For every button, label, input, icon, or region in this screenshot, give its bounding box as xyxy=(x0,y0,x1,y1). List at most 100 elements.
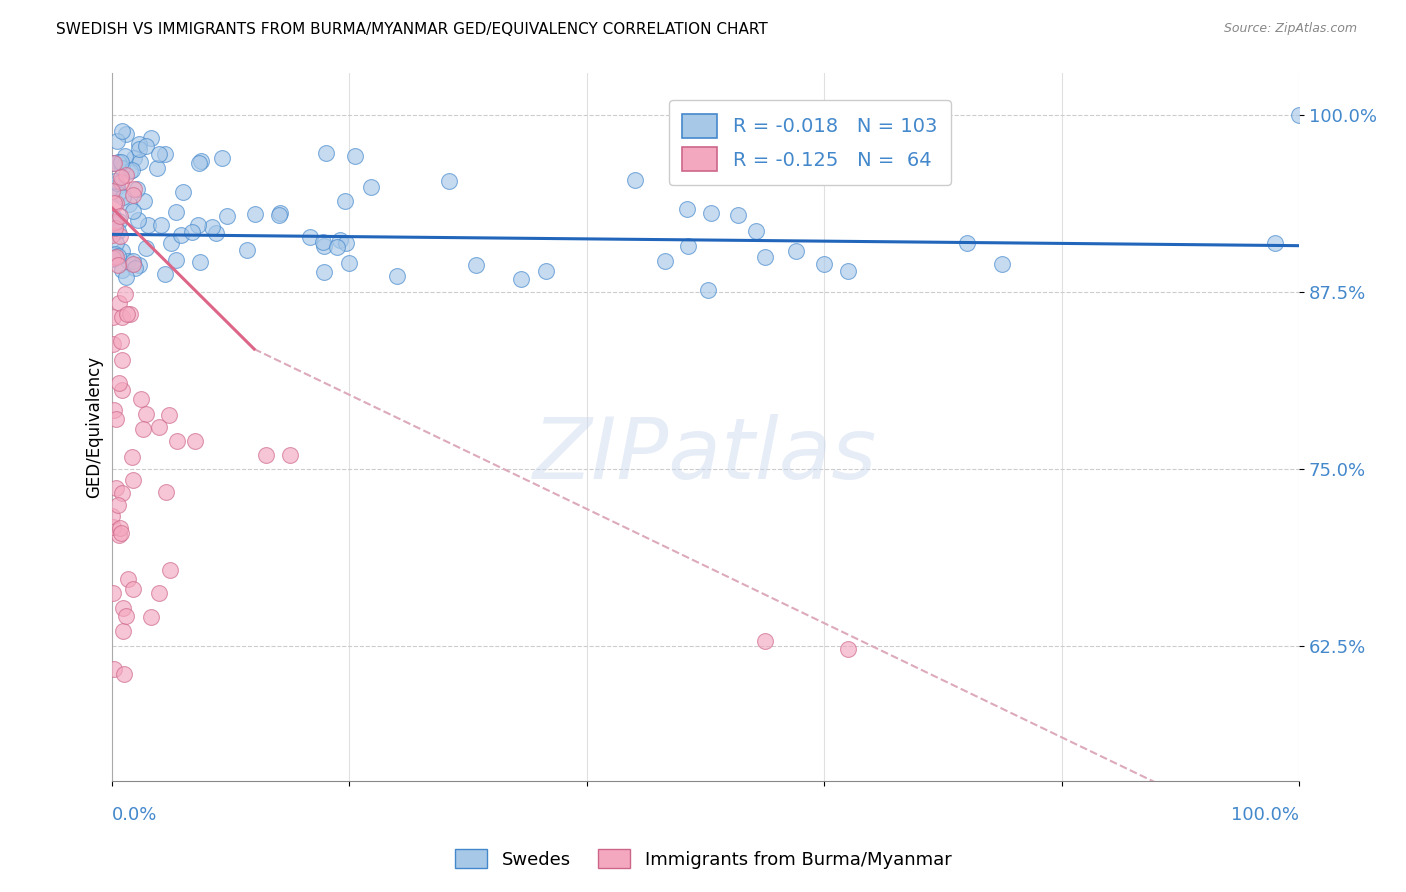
Point xyxy=(121,450,143,465)
Point xyxy=(105,412,128,426)
Point xyxy=(103,196,125,211)
Point xyxy=(1264,235,1286,250)
Point xyxy=(107,258,129,272)
Point xyxy=(149,218,172,232)
Point xyxy=(122,582,145,596)
Point xyxy=(111,244,134,259)
Point xyxy=(754,633,776,648)
Point xyxy=(128,142,150,156)
Point xyxy=(509,271,531,285)
Point xyxy=(124,260,146,275)
Point xyxy=(837,264,859,278)
Point xyxy=(105,134,128,148)
Point xyxy=(108,376,131,390)
Point xyxy=(676,202,699,217)
Point xyxy=(132,194,155,209)
Legend: R = -0.018   N = 103, R = -0.125   N =  64: R = -0.018 N = 103, R = -0.125 N = 64 xyxy=(669,101,950,185)
Point xyxy=(387,268,409,283)
Point xyxy=(103,220,125,235)
Point xyxy=(215,209,238,223)
Point xyxy=(111,383,134,397)
Point xyxy=(236,243,259,257)
Point xyxy=(111,352,134,367)
Point xyxy=(700,206,723,220)
Point xyxy=(335,194,357,208)
Point xyxy=(312,239,335,253)
Point xyxy=(187,218,209,232)
Point xyxy=(159,563,181,577)
Point xyxy=(107,249,129,263)
Point xyxy=(107,155,129,169)
Point xyxy=(104,174,127,188)
Point xyxy=(112,601,135,615)
Point xyxy=(188,255,211,269)
Point xyxy=(153,146,176,161)
Point xyxy=(170,228,193,243)
Point xyxy=(122,188,145,202)
Point xyxy=(122,203,145,218)
Point xyxy=(269,208,291,222)
Point xyxy=(172,185,194,199)
Point xyxy=(110,228,132,243)
Point xyxy=(201,220,224,235)
Point xyxy=(103,217,125,231)
Point xyxy=(105,179,128,194)
Text: ZIPatlas: ZIPatlas xyxy=(533,414,877,497)
Point xyxy=(118,164,141,178)
Point xyxy=(115,169,138,183)
Point xyxy=(110,526,132,541)
Point xyxy=(254,448,277,462)
Y-axis label: GED/Equivalency: GED/Equivalency xyxy=(86,356,103,498)
Point xyxy=(110,155,132,169)
Point xyxy=(135,407,157,421)
Point xyxy=(108,521,131,535)
Point xyxy=(107,187,129,202)
Point xyxy=(165,205,187,219)
Point xyxy=(956,235,979,250)
Point xyxy=(114,270,136,285)
Point xyxy=(131,392,153,406)
Point xyxy=(103,662,125,676)
Point xyxy=(121,256,143,270)
Point xyxy=(104,481,127,495)
Point xyxy=(117,253,139,268)
Point xyxy=(111,624,134,638)
Point xyxy=(122,253,145,268)
Legend: Swedes, Immigrants from Burma/Myanmar: Swedes, Immigrants from Burma/Myanmar xyxy=(447,841,959,876)
Point xyxy=(312,235,335,249)
Point xyxy=(103,403,125,417)
Point xyxy=(329,233,352,247)
Point xyxy=(727,208,749,222)
Point xyxy=(128,137,150,152)
Point xyxy=(111,161,134,175)
Point xyxy=(111,190,134,204)
Point xyxy=(117,573,139,587)
Point xyxy=(155,267,177,281)
Point xyxy=(127,182,149,196)
Point xyxy=(104,251,127,265)
Point xyxy=(122,473,145,487)
Point xyxy=(211,151,233,165)
Point xyxy=(245,207,267,221)
Point xyxy=(115,608,138,623)
Point xyxy=(360,179,382,194)
Point xyxy=(754,250,776,264)
Point xyxy=(114,149,136,163)
Point xyxy=(110,169,132,184)
Point xyxy=(104,247,127,261)
Point xyxy=(654,254,676,268)
Point xyxy=(676,239,699,253)
Point xyxy=(269,206,291,220)
Point xyxy=(139,610,162,624)
Point xyxy=(103,520,125,534)
Point xyxy=(190,154,212,169)
Point xyxy=(326,240,349,254)
Point xyxy=(103,252,125,266)
Point xyxy=(101,251,124,265)
Point xyxy=(128,258,150,272)
Point xyxy=(136,218,159,232)
Point xyxy=(148,585,170,599)
Point xyxy=(187,155,209,169)
Point xyxy=(122,182,145,196)
Point xyxy=(148,147,170,161)
